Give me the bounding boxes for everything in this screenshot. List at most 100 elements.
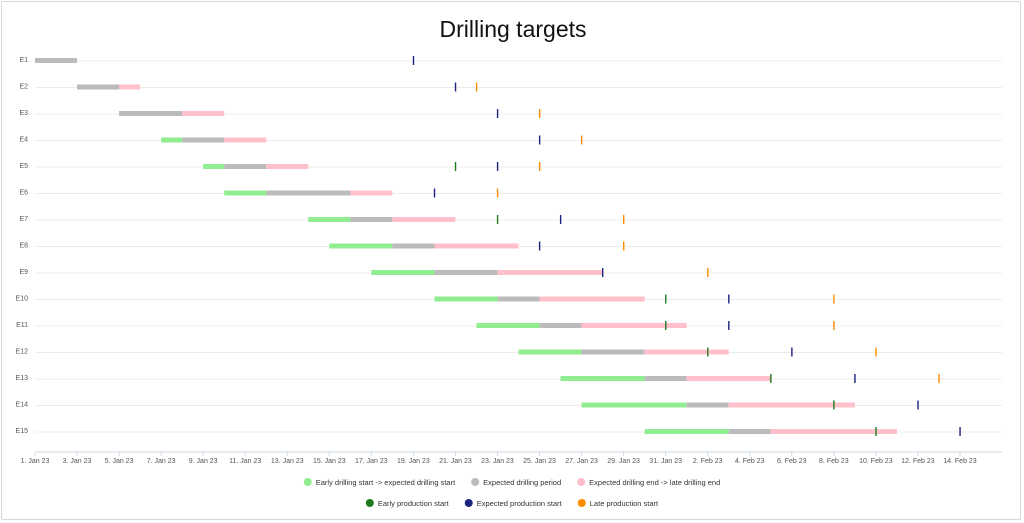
- x-tick-label: 2. Feb 23: [693, 458, 723, 465]
- production-marker: [496, 162, 499, 171]
- x-tick-label: 7. Jan 23: [147, 458, 176, 465]
- category-label: E10: [16, 296, 29, 303]
- range-bar: [686, 376, 771, 381]
- legend-swatch: [577, 499, 586, 507]
- category-label: E13: [16, 375, 29, 382]
- range-bar: [434, 296, 498, 302]
- legend-label: Early production start: [378, 499, 450, 508]
- range-bar: [728, 402, 855, 408]
- x-tick-label: 27. Jan 23: [565, 458, 598, 465]
- x-tick-label: 4. Feb 23: [735, 458, 765, 465]
- category-label: E7: [19, 216, 28, 223]
- range-bar: [644, 349, 729, 355]
- range-bar: [329, 243, 393, 249]
- legend-label: Expected drilling period: [483, 478, 561, 487]
- x-tick-label: 8. Feb 23: [819, 458, 849, 465]
- x-tick-label: 13. Jan 23: [271, 458, 304, 465]
- range-bar: [308, 217, 351, 222]
- production-marker: [496, 109, 499, 118]
- production-marker: [433, 188, 436, 198]
- range-bar: [497, 270, 603, 275]
- production-markers: [412, 56, 961, 436]
- range-bar: [224, 137, 267, 143]
- production-marker: [559, 215, 562, 224]
- range-bar: [581, 323, 687, 328]
- production-marker: [770, 374, 772, 383]
- chart-title: Drilling targets: [440, 16, 587, 42]
- range-bar: [224, 164, 267, 169]
- range-bar: [182, 137, 225, 143]
- range-bar: [560, 376, 645, 381]
- production-marker: [496, 188, 499, 198]
- legend-swatch: [365, 499, 374, 507]
- category-label: E9: [19, 269, 28, 276]
- production-marker: [833, 321, 835, 330]
- category-label: E15: [16, 428, 29, 435]
- range-bar: [770, 429, 897, 434]
- production-marker: [580, 135, 583, 145]
- category-label: E14: [16, 402, 29, 409]
- x-tick-label: 29. Jan 23: [607, 458, 640, 465]
- category-label: E12: [16, 349, 29, 356]
- legend-label: Expected production start: [477, 499, 563, 508]
- legend-row: Early drilling start -> expected drillin…: [303, 478, 720, 487]
- range-bar: [392, 243, 435, 249]
- production-marker: [833, 400, 835, 410]
- range-bar: [518, 349, 582, 355]
- production-marker: [412, 56, 415, 65]
- production-marker: [454, 162, 457, 171]
- production-marker: [601, 268, 604, 277]
- range-bar: [581, 402, 687, 408]
- x-tick-label: 1. Jan 23: [21, 458, 50, 465]
- production-marker: [623, 241, 625, 251]
- range-bar: [203, 164, 225, 169]
- x-tick-label: 3. Jan 23: [63, 458, 92, 465]
- range-bar: [644, 376, 687, 381]
- legend-swatch: [577, 478, 586, 486]
- range-bar: [686, 402, 729, 408]
- category-label: E6: [19, 190, 28, 197]
- production-marker: [707, 268, 709, 277]
- legend-row: Early production start Expected productio…: [365, 499, 659, 508]
- range-bar: [119, 84, 141, 90]
- range-bar: [119, 111, 183, 116]
- x-tick-label: 19. Jan 23: [397, 458, 430, 465]
- range-bar: [224, 190, 267, 196]
- range-bar: [434, 270, 498, 275]
- x-tick-label: 5. Jan 23: [105, 458, 134, 465]
- production-marker: [475, 82, 478, 92]
- range-bar: [77, 84, 120, 90]
- production-marker: [665, 321, 667, 330]
- x-tick-label: 6. Feb 23: [777, 458, 807, 465]
- range-bar: [476, 323, 540, 328]
- legend-label: Early drilling start -> expected drillin…: [316, 478, 456, 487]
- production-marker: [917, 400, 919, 410]
- legend-label: Expected drilling end -> late drilling e…: [589, 478, 720, 487]
- production-marker: [833, 294, 835, 304]
- production-marker: [538, 135, 541, 145]
- range-bar: [644, 429, 729, 434]
- x-tick-label: 14. Feb 23: [943, 458, 977, 465]
- chart-legend: Early drilling start -> expected drillin…: [303, 478, 720, 508]
- x-axis: 1. Jan 23 3. Jan 23 5. Jan 23 7. Jan 23 9. J…: [21, 451, 1002, 465]
- production-marker: [665, 294, 667, 304]
- legend-swatch: [464, 499, 473, 507]
- category-label: E11: [16, 322, 28, 329]
- legend-label: Late production start: [590, 499, 659, 508]
- production-marker: [959, 427, 961, 436]
- production-marker: [728, 294, 730, 304]
- range-bar: [266, 164, 309, 169]
- x-tick-label: 21. Jan 23: [439, 458, 472, 465]
- legend-swatch: [303, 478, 312, 486]
- category-label: E5: [19, 163, 28, 170]
- x-tick-label: 9. Jan 23: [189, 458, 218, 465]
- range-bar: [581, 349, 645, 355]
- x-tick-label: 31. Jan 23: [649, 458, 682, 465]
- range-bar: [35, 58, 78, 63]
- x-tick-label: 10. Feb 23: [859, 458, 893, 465]
- range-bar: [350, 217, 393, 222]
- category-label: E8: [19, 243, 28, 250]
- production-marker: [538, 109, 541, 118]
- range-bar: [371, 270, 435, 275]
- category-labels: E1 E2 E3 E4 E5 E6 E7 E8 E9 E10 E11 E12 E13 E14 E15: [16, 57, 29, 435]
